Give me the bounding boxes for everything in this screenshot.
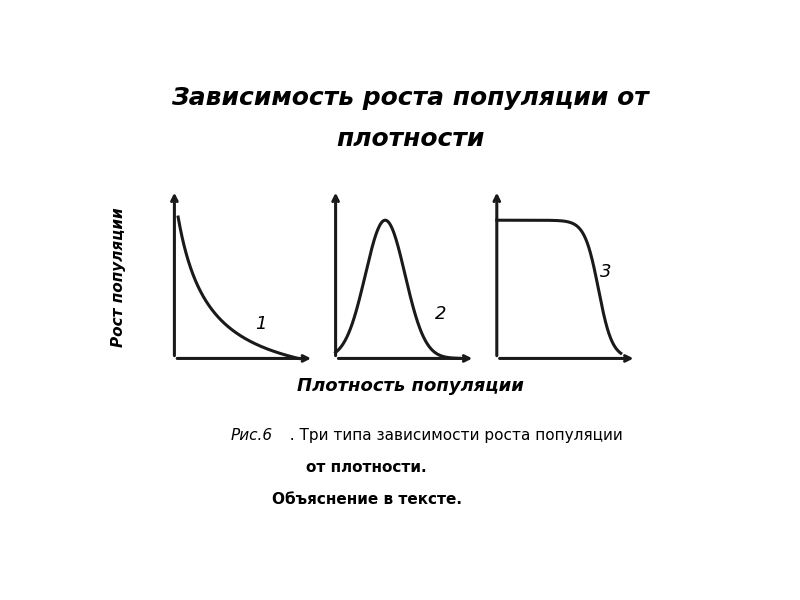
Text: плотности: плотности (336, 127, 484, 151)
Text: 1: 1 (255, 315, 267, 333)
Text: Объяснение в тексте.: Объяснение в тексте. (272, 493, 462, 508)
Text: от плотности.: от плотности. (306, 460, 427, 475)
Text: Рис.6: Рис.6 (230, 428, 272, 443)
Text: . Три типа зависимости роста популяции: . Три типа зависимости роста популяции (280, 428, 622, 443)
Text: 2: 2 (435, 305, 446, 323)
Text: Плотность популяции: Плотность популяции (297, 377, 523, 395)
Text: Рост популяции: Рост популяции (111, 208, 126, 347)
Text: Зависимость роста популяции от: Зависимость роста популяции от (171, 86, 649, 110)
Text: 3: 3 (600, 263, 612, 281)
